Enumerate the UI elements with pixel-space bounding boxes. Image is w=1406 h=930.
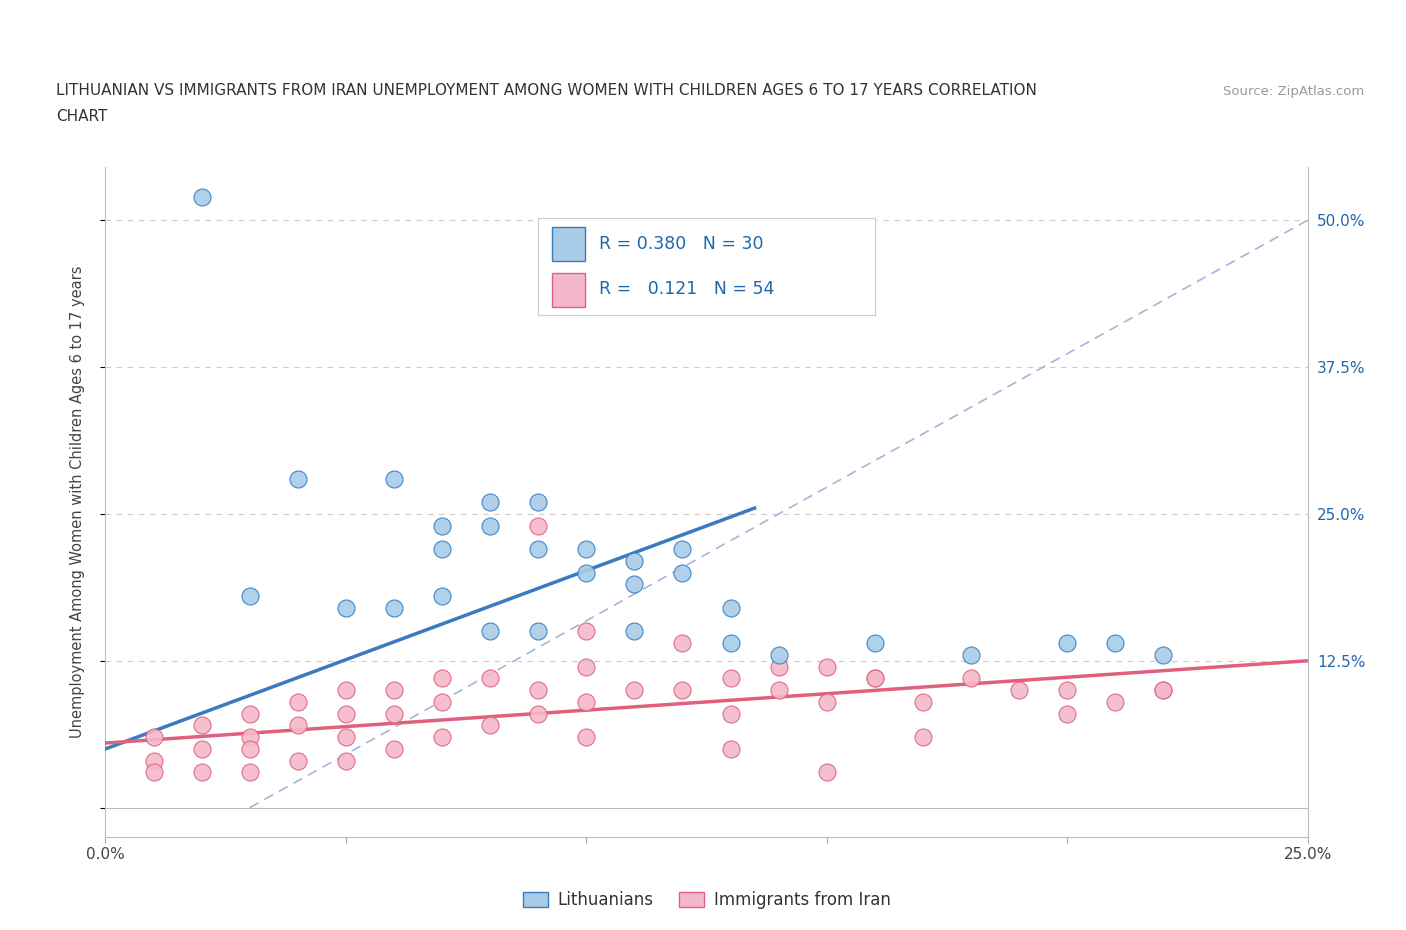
Point: [335, 706, 357, 721]
Point: [527, 683, 550, 698]
Point: [430, 730, 453, 745]
Point: [671, 683, 693, 698]
Point: [671, 565, 693, 580]
Legend: Lithuanians, Immigrants from Iran: Lithuanians, Immigrants from Iran: [516, 884, 897, 916]
Point: [527, 495, 550, 510]
Point: [720, 671, 742, 685]
Point: [479, 495, 502, 510]
Point: [430, 518, 453, 533]
Text: R =   0.121   N = 54: R = 0.121 N = 54: [599, 281, 775, 299]
Point: [335, 683, 357, 698]
Point: [768, 659, 790, 674]
Point: [430, 695, 453, 710]
Point: [382, 472, 405, 486]
Point: [479, 518, 502, 533]
Point: [239, 706, 262, 721]
Point: [960, 671, 983, 685]
Point: [720, 636, 742, 651]
Point: [1152, 647, 1174, 662]
Point: [527, 542, 550, 557]
Point: [527, 518, 550, 533]
Point: [239, 765, 262, 780]
Point: [142, 730, 165, 745]
Point: [287, 718, 309, 733]
FancyBboxPatch shape: [551, 273, 585, 307]
Point: [1056, 706, 1078, 721]
Point: [479, 671, 502, 685]
Point: [1152, 683, 1174, 698]
Point: [911, 695, 934, 710]
Point: [863, 636, 886, 651]
Point: [430, 671, 453, 685]
Point: [190, 741, 212, 756]
Point: [142, 753, 165, 768]
Point: [575, 730, 598, 745]
Point: [287, 472, 309, 486]
Point: [671, 542, 693, 557]
Point: [863, 671, 886, 685]
Point: [623, 624, 645, 639]
Point: [335, 601, 357, 616]
Text: Source: ZipAtlas.com: Source: ZipAtlas.com: [1223, 85, 1364, 98]
Point: [1152, 683, 1174, 698]
Point: [430, 542, 453, 557]
Point: [815, 659, 838, 674]
Point: [1056, 683, 1078, 698]
Point: [720, 706, 742, 721]
Point: [430, 589, 453, 604]
Point: [287, 695, 309, 710]
Point: [815, 765, 838, 780]
Point: [720, 601, 742, 616]
Point: [623, 553, 645, 568]
Point: [527, 706, 550, 721]
Point: [768, 683, 790, 698]
Point: [575, 624, 598, 639]
Text: R = 0.380   N = 30: R = 0.380 N = 30: [599, 235, 763, 253]
Point: [527, 624, 550, 639]
Point: [863, 671, 886, 685]
Point: [190, 190, 212, 205]
Point: [623, 577, 645, 591]
Point: [768, 647, 790, 662]
Point: [1104, 636, 1126, 651]
Point: [382, 706, 405, 721]
Point: [382, 741, 405, 756]
Point: [142, 765, 165, 780]
Point: [575, 542, 598, 557]
Point: [1008, 683, 1031, 698]
Point: [479, 624, 502, 639]
Point: [287, 753, 309, 768]
Point: [671, 636, 693, 651]
Point: [815, 695, 838, 710]
Text: LITHUANIAN VS IMMIGRANTS FROM IRAN UNEMPLOYMENT AMONG WOMEN WITH CHILDREN AGES 6: LITHUANIAN VS IMMIGRANTS FROM IRAN UNEMP…: [56, 83, 1038, 98]
Point: [335, 730, 357, 745]
Point: [575, 565, 598, 580]
Point: [190, 718, 212, 733]
Point: [382, 601, 405, 616]
Point: [335, 753, 357, 768]
Text: CHART: CHART: [56, 109, 108, 124]
Point: [911, 730, 934, 745]
Point: [575, 695, 598, 710]
Point: [1104, 695, 1126, 710]
Point: [190, 765, 212, 780]
Point: [239, 589, 262, 604]
Point: [1056, 636, 1078, 651]
FancyBboxPatch shape: [551, 227, 585, 261]
Point: [382, 683, 405, 698]
Point: [239, 741, 262, 756]
Point: [479, 718, 502, 733]
Point: [239, 730, 262, 745]
Point: [960, 647, 983, 662]
Point: [623, 683, 645, 698]
Point: [575, 659, 598, 674]
Point: [720, 741, 742, 756]
Y-axis label: Unemployment Among Women with Children Ages 6 to 17 years: Unemployment Among Women with Children A…: [70, 266, 84, 738]
